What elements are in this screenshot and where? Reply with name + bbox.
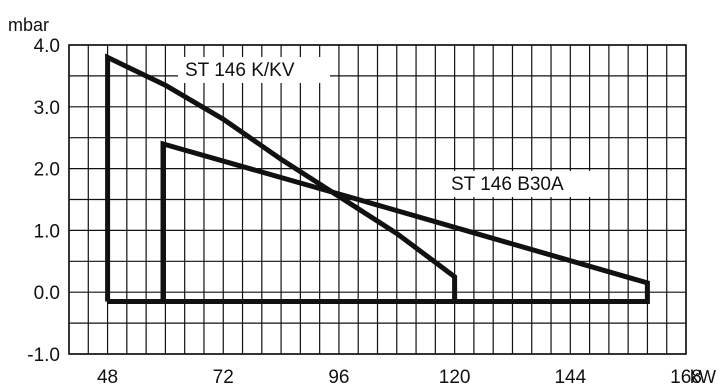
series-labels: ST 146 K/KV ST 146 B30A bbox=[178, 57, 592, 197]
series-label-background bbox=[178, 57, 330, 83]
x-tick-label: 96 bbox=[328, 367, 349, 388]
x-tick-label: 48 bbox=[97, 367, 118, 388]
y-tick-label: 4.0 bbox=[34, 36, 60, 57]
x-axis-label: kW bbox=[690, 367, 716, 387]
series-line-2 bbox=[160, 140, 650, 304]
x-tick-labels: 48 72 96 120 144 168 bbox=[97, 367, 702, 388]
series-layer bbox=[105, 53, 650, 304]
x-tick-label: 144 bbox=[554, 367, 586, 388]
y-axis-label: mbar bbox=[8, 15, 49, 35]
y-tick-label: -1.0 bbox=[27, 345, 60, 366]
series-label-1: ST 146 K/KV bbox=[185, 60, 295, 81]
plot-frame bbox=[68, 44, 687, 355]
y-tick-label: 3.0 bbox=[34, 98, 60, 119]
y-tick-label: 1.0 bbox=[34, 221, 60, 242]
y-tick-labels: 4.0 3.0 2.0 1.0 0.0 -1.0 bbox=[27, 36, 60, 366]
series-label-2: ST 146 B30A bbox=[451, 174, 564, 195]
y-tick-label: 2.0 bbox=[34, 160, 60, 181]
x-tick-label: 120 bbox=[439, 367, 471, 388]
y-tick-label: 0.0 bbox=[34, 283, 60, 304]
x-tick-label: 72 bbox=[213, 367, 234, 388]
x-tick-label: 168 bbox=[670, 367, 702, 388]
series-label-background bbox=[444, 171, 592, 197]
